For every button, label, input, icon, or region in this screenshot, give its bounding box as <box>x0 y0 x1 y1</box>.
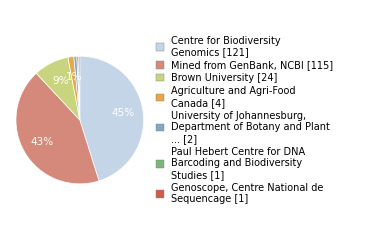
Wedge shape <box>77 56 80 120</box>
Legend: Centre for Biodiversity
Genomics [121], Mined from GenBank, NCBI [115], Brown Un: Centre for Biodiversity Genomics [121], … <box>156 36 334 204</box>
Text: 45%: 45% <box>111 108 134 118</box>
Text: 43%: 43% <box>31 137 54 147</box>
Wedge shape <box>16 73 99 184</box>
Wedge shape <box>74 56 80 120</box>
Wedge shape <box>68 56 80 120</box>
Wedge shape <box>78 56 80 120</box>
Wedge shape <box>80 56 144 181</box>
Text: 9%: 9% <box>52 76 68 86</box>
Text: 1%: 1% <box>65 72 82 82</box>
Wedge shape <box>36 57 80 120</box>
